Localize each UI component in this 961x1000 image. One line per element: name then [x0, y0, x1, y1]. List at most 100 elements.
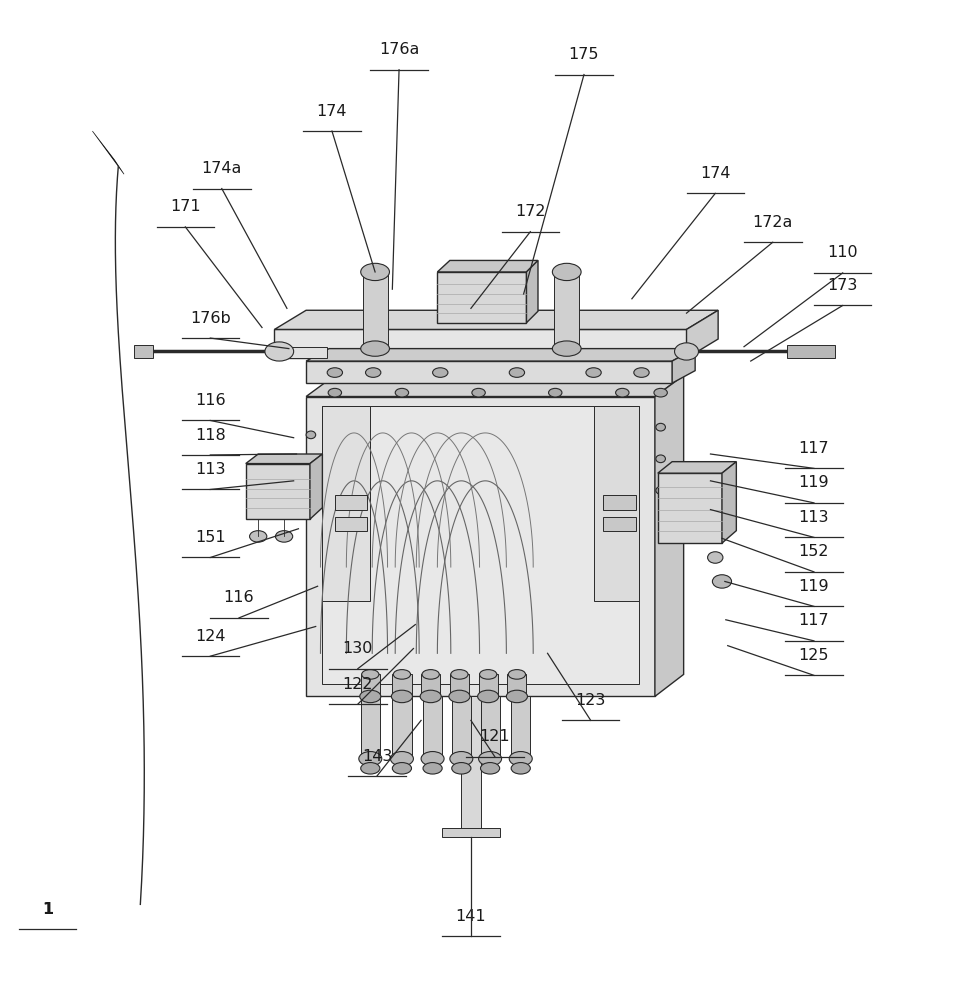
Text: 1: 1: [42, 902, 53, 917]
Polygon shape: [511, 696, 530, 759]
Polygon shape: [134, 345, 153, 358]
Ellipse shape: [511, 763, 530, 774]
Polygon shape: [423, 696, 442, 759]
Polygon shape: [452, 696, 471, 759]
Polygon shape: [450, 674, 469, 696]
Ellipse shape: [328, 388, 341, 397]
Polygon shape: [686, 310, 718, 358]
Polygon shape: [334, 517, 367, 531]
Text: 123: 123: [576, 693, 605, 708]
Ellipse shape: [479, 752, 502, 766]
Ellipse shape: [327, 368, 342, 377]
Ellipse shape: [420, 690, 441, 703]
Ellipse shape: [449, 690, 470, 703]
Ellipse shape: [451, 670, 468, 679]
Ellipse shape: [472, 388, 485, 397]
Ellipse shape: [634, 368, 649, 377]
Ellipse shape: [616, 388, 629, 397]
Ellipse shape: [360, 763, 380, 774]
Polygon shape: [362, 272, 387, 349]
Polygon shape: [604, 517, 636, 531]
Ellipse shape: [553, 341, 581, 356]
Ellipse shape: [480, 763, 500, 774]
Polygon shape: [322, 406, 639, 684]
Polygon shape: [604, 495, 636, 510]
Text: 151: 151: [195, 530, 226, 545]
Ellipse shape: [452, 763, 471, 774]
Text: 110: 110: [827, 245, 858, 260]
Text: 122: 122: [343, 677, 373, 692]
Polygon shape: [657, 473, 722, 543]
Text: 174a: 174a: [202, 161, 242, 176]
Polygon shape: [307, 349, 695, 361]
Ellipse shape: [586, 368, 602, 377]
Polygon shape: [307, 375, 683, 397]
Polygon shape: [360, 696, 380, 759]
Text: 118: 118: [195, 428, 226, 443]
Polygon shape: [672, 349, 695, 383]
Text: 119: 119: [799, 475, 829, 490]
Text: 130: 130: [343, 641, 373, 656]
Ellipse shape: [276, 531, 293, 542]
Ellipse shape: [250, 531, 267, 542]
Text: 116: 116: [195, 393, 226, 408]
Polygon shape: [461, 696, 480, 837]
Text: 117: 117: [799, 613, 829, 628]
Ellipse shape: [655, 455, 665, 463]
Polygon shape: [437, 260, 538, 272]
Polygon shape: [507, 674, 527, 696]
Polygon shape: [787, 345, 835, 358]
Polygon shape: [307, 361, 672, 383]
Ellipse shape: [391, 690, 412, 703]
Ellipse shape: [361, 670, 379, 679]
Ellipse shape: [422, 670, 439, 679]
Ellipse shape: [265, 342, 294, 361]
Ellipse shape: [393, 670, 410, 679]
Polygon shape: [322, 406, 370, 601]
Text: 175: 175: [569, 47, 600, 62]
Ellipse shape: [712, 575, 731, 588]
Ellipse shape: [553, 263, 581, 281]
Polygon shape: [92, 131, 124, 174]
Ellipse shape: [655, 487, 665, 494]
Polygon shape: [307, 397, 654, 696]
Text: 125: 125: [799, 648, 829, 663]
Polygon shape: [246, 454, 322, 464]
Text: 121: 121: [480, 729, 510, 744]
Text: 176b: 176b: [190, 311, 231, 326]
Polygon shape: [360, 674, 380, 696]
Polygon shape: [275, 329, 686, 358]
Polygon shape: [310, 454, 322, 519]
Ellipse shape: [508, 670, 526, 679]
Text: 113: 113: [195, 462, 226, 477]
Ellipse shape: [423, 763, 442, 774]
Polygon shape: [334, 495, 367, 510]
Ellipse shape: [395, 388, 408, 397]
Text: 143: 143: [362, 749, 392, 764]
Ellipse shape: [421, 752, 444, 766]
Text: 174: 174: [317, 104, 347, 119]
Ellipse shape: [392, 763, 411, 774]
Polygon shape: [480, 696, 500, 759]
Ellipse shape: [655, 423, 665, 431]
Ellipse shape: [450, 752, 473, 766]
Polygon shape: [421, 674, 440, 696]
Polygon shape: [654, 375, 683, 696]
Polygon shape: [246, 464, 310, 519]
Text: 172: 172: [515, 204, 546, 219]
Polygon shape: [392, 674, 411, 696]
Ellipse shape: [675, 343, 699, 360]
Polygon shape: [722, 462, 736, 543]
Ellipse shape: [390, 752, 413, 766]
Polygon shape: [554, 272, 579, 349]
Polygon shape: [442, 828, 500, 837]
Text: 173: 173: [827, 278, 858, 293]
Text: 141: 141: [456, 909, 486, 924]
Text: 113: 113: [799, 510, 829, 525]
Ellipse shape: [307, 463, 315, 470]
Ellipse shape: [549, 388, 562, 397]
Text: 172a: 172a: [752, 215, 793, 230]
Polygon shape: [392, 696, 411, 759]
Ellipse shape: [358, 752, 382, 766]
Text: 119: 119: [799, 579, 829, 594]
